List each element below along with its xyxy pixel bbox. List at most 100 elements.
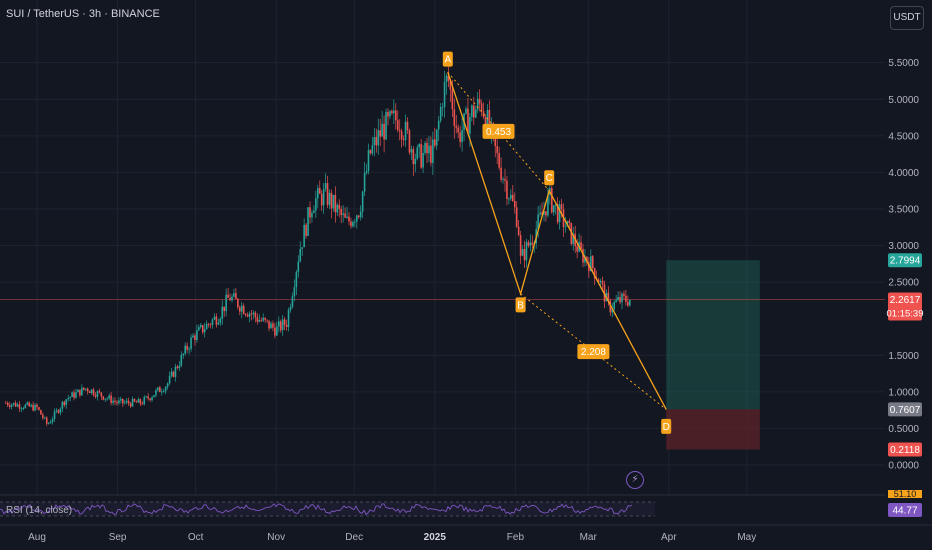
candle-body: [352, 222, 354, 227]
candle-body: [591, 256, 594, 269]
candle-body: [554, 204, 557, 206]
candle-body: [627, 302, 629, 306]
candle-body: [28, 402, 30, 407]
x-tick-label: Oct: [188, 532, 204, 543]
candle-body: [200, 325, 202, 328]
candle-body: [40, 409, 42, 415]
candle-body: [498, 152, 500, 168]
candle-body: [443, 82, 446, 107]
pattern-point-c-text: C: [546, 173, 553, 184]
candle-body: [422, 153, 424, 168]
candle-body: [166, 383, 169, 387]
candle-body: [135, 401, 138, 403]
x-tick-label: Sep: [109, 532, 127, 543]
candle-body: [385, 112, 387, 140]
candle-body: [449, 80, 452, 90]
candle-body: [227, 294, 229, 298]
candle-body: [139, 399, 142, 404]
candle-body: [196, 330, 198, 341]
candle-body: [102, 396, 105, 400]
candle-body: [287, 310, 290, 328]
pattern-leg: [447, 71, 667, 410]
pattern-point-a-bg: [442, 51, 453, 67]
candle-body: [116, 401, 118, 404]
candle-body: [215, 316, 218, 325]
candle-body: [541, 212, 543, 215]
candle-body: [455, 126, 458, 128]
rsi-upper-value: 51.10: [894, 489, 917, 499]
candle-body: [274, 327, 276, 336]
candle-body: [322, 189, 325, 206]
candle-body: [131, 398, 134, 407]
candle-body: [88, 391, 91, 393]
candle-body: [125, 400, 128, 403]
candle-body: [6, 402, 9, 406]
x-tick-label: May: [737, 532, 756, 543]
candle-body: [525, 242, 528, 261]
stop-zone: [666, 409, 760, 450]
candle-body: [250, 313, 253, 315]
candle-body: [221, 306, 224, 319]
y-tick-label: 2.5000: [888, 278, 919, 289]
candle-body: [350, 221, 352, 227]
candle-body: [24, 404, 27, 409]
currency-button[interactable]: USDT: [890, 6, 924, 30]
candle-body: [246, 314, 249, 317]
pattern-ratio-ac-bg: [482, 123, 515, 139]
candle-body: [178, 365, 181, 368]
candle-body: [190, 337, 192, 349]
candle-body: [186, 345, 188, 350]
candle-body: [293, 287, 296, 297]
candle-body: [26, 402, 29, 405]
candle-body: [346, 216, 348, 218]
candle-body: [474, 109, 477, 118]
candle-body: [402, 139, 405, 141]
rsi-value-bg: [888, 503, 922, 517]
candle-body: [279, 321, 282, 331]
price-label-bg: [888, 253, 922, 268]
candle-body: [379, 130, 381, 137]
candle-body: [145, 396, 147, 398]
candle-body: [369, 150, 372, 154]
candle-body: [96, 391, 99, 397]
candle-body: [488, 109, 491, 132]
pattern-point-b-bg: [515, 297, 526, 313]
candle-body: [391, 111, 393, 114]
y-tick-label: 5.0000: [888, 95, 919, 106]
candle-body: [188, 348, 190, 350]
candle-body: [613, 302, 615, 310]
candle-body: [149, 398, 151, 400]
candle-body: [473, 105, 475, 118]
candle-body: [67, 398, 69, 400]
candle-body: [305, 224, 307, 236]
candle-body: [164, 386, 167, 392]
candle-body: [590, 256, 592, 271]
candle-body: [400, 131, 403, 140]
candle-body: [363, 173, 366, 192]
candle-body: [303, 224, 305, 248]
candle-body: [420, 143, 422, 168]
candle-body: [576, 246, 578, 252]
candle-body: [34, 404, 36, 411]
candle-body: [129, 403, 132, 407]
candle-body: [143, 397, 146, 405]
candle-body: [584, 256, 586, 263]
candle-body: [147, 396, 149, 399]
candle-body: [174, 366, 177, 377]
candle-body: [469, 116, 471, 134]
candle-body: [539, 212, 541, 215]
candle-body: [20, 408, 23, 410]
lightning-icon[interactable]: ⚡: [626, 471, 644, 489]
candle-body: [513, 201, 516, 208]
candle-body: [61, 401, 64, 409]
x-tick-label: Mar: [580, 532, 598, 543]
candle-body: [435, 129, 438, 146]
candle-body: [118, 400, 120, 404]
candle-body: [461, 130, 463, 142]
time-axis: Aug Sep Oct Nov Dec 2025 Feb Mar Apr May: [0, 524, 932, 543]
candle-body: [537, 214, 539, 229]
candle-body: [180, 355, 183, 366]
candle-body: [90, 389, 93, 393]
candle-body: [209, 324, 212, 326]
